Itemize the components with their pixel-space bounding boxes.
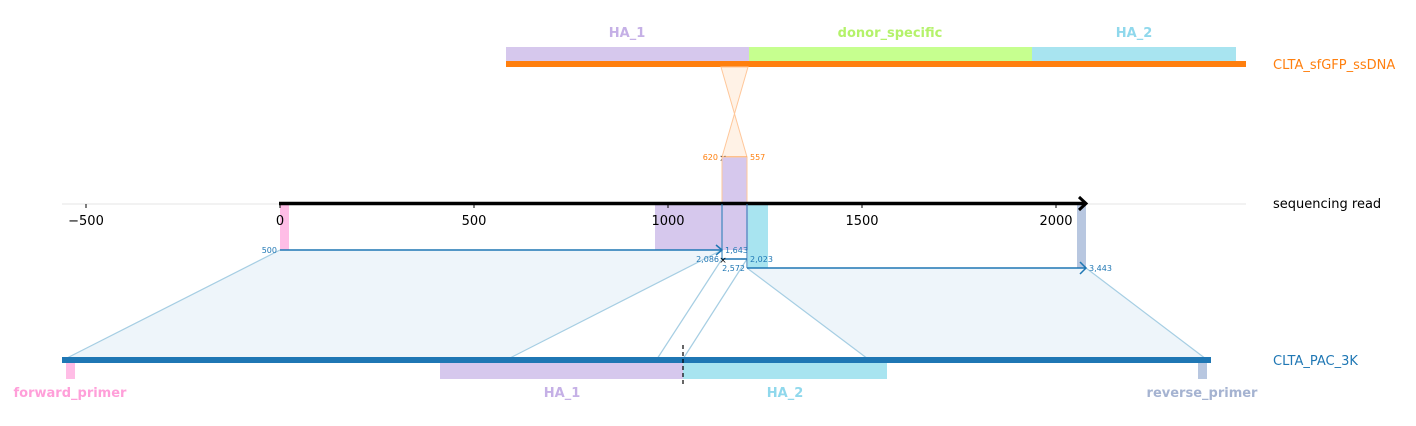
read-donor-block xyxy=(721,156,748,205)
fan-2a-left-edge xyxy=(656,258,723,360)
read-reverse-primer-feature xyxy=(1077,204,1086,268)
tick-label: 1000 xyxy=(651,214,684,229)
donor-pos-620-label: 620 xyxy=(703,153,718,162)
ref-pos-2572-label: 2,572 xyxy=(722,264,745,273)
donor-ha1-feature xyxy=(506,47,749,62)
ref-reverse-primer-label: reverse_primer xyxy=(1147,386,1259,401)
donor-specific-label: donor_specific xyxy=(838,26,943,41)
donor-pos-557-label: 557 xyxy=(750,153,765,162)
donor-sequence-bar xyxy=(506,61,1246,67)
ref-ha1-label: HA_1 xyxy=(544,386,581,401)
fan-2a-right-edge xyxy=(682,258,748,360)
reference-track-group: forward_primer HA_1 HA_2 reverse_primer … xyxy=(14,345,1358,401)
tick-label: 1500 xyxy=(845,214,878,229)
ref-pos-500-label: 500 xyxy=(262,246,277,255)
read-forward-primer-feature xyxy=(280,204,289,250)
donor-ha2-feature xyxy=(1032,47,1236,62)
ref-ha2-label: HA_2 xyxy=(767,386,804,401)
donor-ha1-label: HA_1 xyxy=(609,26,646,41)
tick-label: 0 xyxy=(276,214,284,229)
read-ha1-feature xyxy=(655,204,748,250)
fan-3-right-edge xyxy=(1085,267,1207,360)
read-axis: −500 0 500 1000 1500 2000 sequencing rea… xyxy=(62,195,1381,229)
donor-specific-feature xyxy=(749,47,1032,62)
read-alignment-lines: × 500 1,643 2,086 2,023 2,572 3,443 xyxy=(262,204,1112,275)
ref-reverse-primer-feature xyxy=(1198,362,1207,379)
reference-sequence-bar xyxy=(62,357,1211,363)
fan-3-left-edge xyxy=(746,267,869,360)
tick-label: 2000 xyxy=(1039,214,1072,229)
read-ha2-feature xyxy=(748,204,768,268)
read-arrow-head xyxy=(1077,195,1089,212)
ref-forward-primer-feature xyxy=(66,362,75,379)
read-junction-marker: × xyxy=(719,256,727,266)
read-features-group xyxy=(280,156,1086,268)
ref-ha1-feature xyxy=(440,362,683,379)
crossing-shape xyxy=(720,66,749,158)
donor-ha2-label: HA_2 xyxy=(1116,26,1153,41)
alignment-arrow-3 xyxy=(1079,261,1088,275)
fan-1-right-edge xyxy=(507,249,723,360)
read-axis-ticks xyxy=(85,204,1057,208)
read-track-name: sequencing read xyxy=(1273,197,1381,212)
donor-read-crossing: 620 557 × xyxy=(703,66,765,164)
fan-1-left-edge xyxy=(64,249,281,360)
ref-forward-primer-label: forward_primer xyxy=(14,386,128,401)
ref-pos-1643-label: 1,643 xyxy=(725,246,748,255)
tick-label: 500 xyxy=(462,214,487,229)
ref-ha2-feature xyxy=(683,362,887,379)
donor-track-group: HA_1 donor_specific HA_2 CLTA_sfGFP_ssDN… xyxy=(506,26,1395,73)
alignment-fan-1 xyxy=(65,250,722,359)
donor-track-name: CLTA_sfGFP_ssDNA xyxy=(1273,58,1395,73)
ref-pos-2086-label: 2,086 xyxy=(696,255,719,264)
alignment-fans xyxy=(64,249,1207,360)
alignment-fan-2 xyxy=(747,268,1206,359)
tick-label: −500 xyxy=(68,214,104,229)
reference-track-name: CLTA_PAC_3K xyxy=(1273,354,1358,369)
ref-pos-3443-label: 3,443 xyxy=(1089,264,1112,273)
ref-pos-2023-label: 2,023 xyxy=(750,255,773,264)
